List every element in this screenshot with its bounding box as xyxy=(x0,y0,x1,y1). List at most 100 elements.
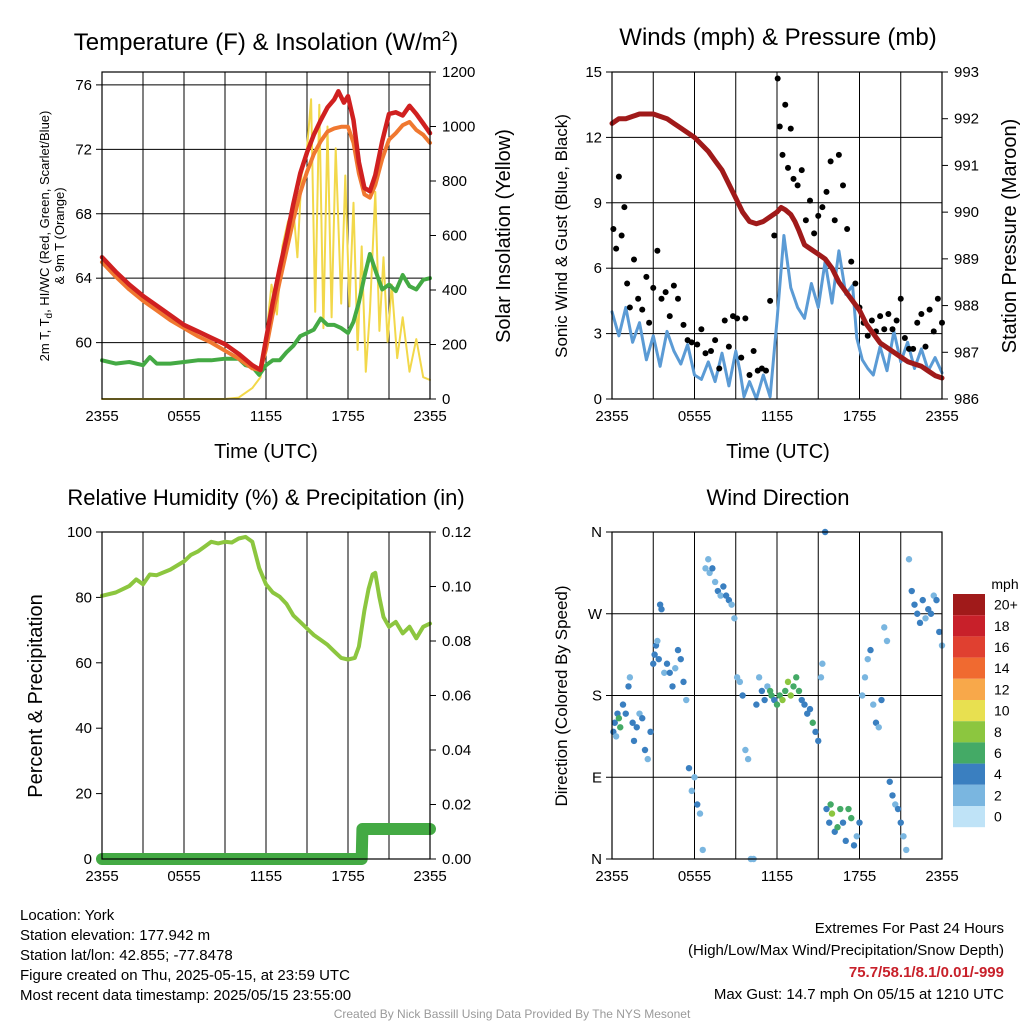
pressure-y2-tick-label: 992 xyxy=(954,111,979,128)
temperature-x-tick-label: 2355 xyxy=(413,408,446,425)
wind-direction-x-tick-label: 2355 xyxy=(595,868,628,885)
wind-direction-point xyxy=(669,683,676,690)
speed-legend-swatch xyxy=(953,784,985,806)
gust-point xyxy=(662,289,669,296)
gust-point xyxy=(666,313,673,320)
winds-y-tick-label: 3 xyxy=(594,326,602,343)
precipitation-y2-tick-label: 0.00 xyxy=(442,851,471,868)
wind-direction-point xyxy=(644,755,651,763)
gust-point xyxy=(930,328,937,335)
wind-direction-point xyxy=(916,619,924,627)
gust-point xyxy=(868,317,875,324)
wind-direction-point xyxy=(720,583,727,590)
winds-y-tick-label: 6 xyxy=(594,260,602,277)
gust-point xyxy=(675,295,681,302)
wind-direction-point xyxy=(612,733,620,740)
wind-direction-point xyxy=(666,669,673,676)
winds-x-tick-label: 2355 xyxy=(595,408,628,425)
gust-point xyxy=(774,75,781,82)
wind-direction-point xyxy=(878,696,885,704)
wind-direction-point xyxy=(883,637,891,645)
insolation-y2-tick-label: 800 xyxy=(442,173,467,190)
wind-direction-point xyxy=(639,715,646,722)
wind-direction-point xyxy=(711,578,719,586)
gust-point xyxy=(893,317,900,324)
wind-direction-point xyxy=(850,842,858,849)
wind-direction-point xyxy=(806,705,814,713)
gust-point xyxy=(785,164,791,171)
wind-direction-point xyxy=(641,746,649,754)
wind-direction-point xyxy=(761,696,768,704)
speed-legend-label: 4 xyxy=(994,766,1002,782)
speed-legend-swatch xyxy=(953,678,985,700)
wind-direction-point xyxy=(826,819,833,826)
wind-direction-point xyxy=(842,837,849,845)
temperature-frame xyxy=(101,71,431,400)
winds-frame xyxy=(611,71,943,400)
extremes-values: 75.7/58.1/8.1/0.01/-999 xyxy=(848,964,1004,981)
wind-direction-point xyxy=(674,646,682,654)
gust-point xyxy=(621,204,628,211)
wind-direction-point xyxy=(859,692,866,699)
wind-direction-point xyxy=(914,610,921,617)
gust-point xyxy=(658,295,665,302)
wind-direction-point xyxy=(651,651,658,658)
gust-point xyxy=(680,321,687,328)
wind-direction-point xyxy=(647,728,654,736)
speed-legend-label: 6 xyxy=(994,745,1002,761)
sonic-wind-line xyxy=(610,234,944,401)
wind-direction-point xyxy=(864,655,871,663)
gust-point xyxy=(708,348,714,355)
precipitation-y2-tick-label: 0.10 xyxy=(442,579,471,596)
wind-direction-point xyxy=(897,819,904,826)
gust-point xyxy=(767,297,774,304)
insolation-y-label: Solar Insolation (Yellow) xyxy=(493,129,515,343)
wind-direction-x-tick-label: 1155 xyxy=(761,868,793,885)
gust-point xyxy=(698,326,705,333)
wind-direction-point xyxy=(663,660,671,667)
pressure-y2-tick-label: 988 xyxy=(954,298,979,315)
gust-point xyxy=(771,232,778,239)
gust-point xyxy=(725,343,732,350)
wind-direction-point xyxy=(834,824,841,831)
wind-direction-point xyxy=(819,660,826,667)
speed-legend-label: 2 xyxy=(994,787,1002,803)
humidity-x-tick-label: 2355 xyxy=(85,868,118,885)
temperature-x-tick-label: 1155 xyxy=(250,408,282,425)
station-info: Location: York Station elevation: 177.94… xyxy=(20,906,351,1006)
precipitation-y2-tick-label: 0.06 xyxy=(442,688,471,705)
station-location: Location: York xyxy=(20,907,115,924)
winds-y-tick-label: 9 xyxy=(594,195,602,212)
wind-direction-point xyxy=(782,687,789,695)
temperature-y-label-line2: & 9m T (Orange) xyxy=(52,187,67,284)
gust-point xyxy=(763,367,769,374)
wind-direction-point xyxy=(688,787,695,795)
wind-direction-point xyxy=(881,624,888,631)
gust-point xyxy=(738,354,745,361)
wind-direction-point xyxy=(793,674,800,681)
wind-direction-point xyxy=(717,592,724,599)
gust-point xyxy=(840,182,846,189)
wind-direction-point xyxy=(626,674,634,681)
humidity-x-tick-label: 2355 xyxy=(413,868,446,885)
wind-direction-point xyxy=(731,615,738,622)
wind-direction-point xyxy=(903,846,910,854)
wind-direction-point xyxy=(630,737,638,745)
station-latlon: Station lat/lon: 42.855; -77.8478 xyxy=(20,947,233,964)
wind-direction-point xyxy=(654,637,661,645)
wind-direction-x-tick-label: 0555 xyxy=(678,868,711,885)
gust-point xyxy=(624,280,631,287)
precipitation-y2-tick-label: 0.02 xyxy=(442,797,471,814)
pressure-y2-tick-label: 986 xyxy=(954,391,979,408)
wind-direction-point xyxy=(773,701,781,708)
gust-point xyxy=(721,317,728,324)
wind-direction-point xyxy=(911,601,918,608)
speed-legend-label: 10 xyxy=(994,703,1010,719)
gust-point xyxy=(881,326,888,333)
gust-point xyxy=(852,280,859,287)
gust-point xyxy=(802,217,809,224)
wind-direction-point xyxy=(655,655,662,663)
wind-direction-panel-title: Wind Direction xyxy=(706,485,849,510)
wind-direction-point xyxy=(828,810,836,817)
gust-point xyxy=(776,123,783,130)
